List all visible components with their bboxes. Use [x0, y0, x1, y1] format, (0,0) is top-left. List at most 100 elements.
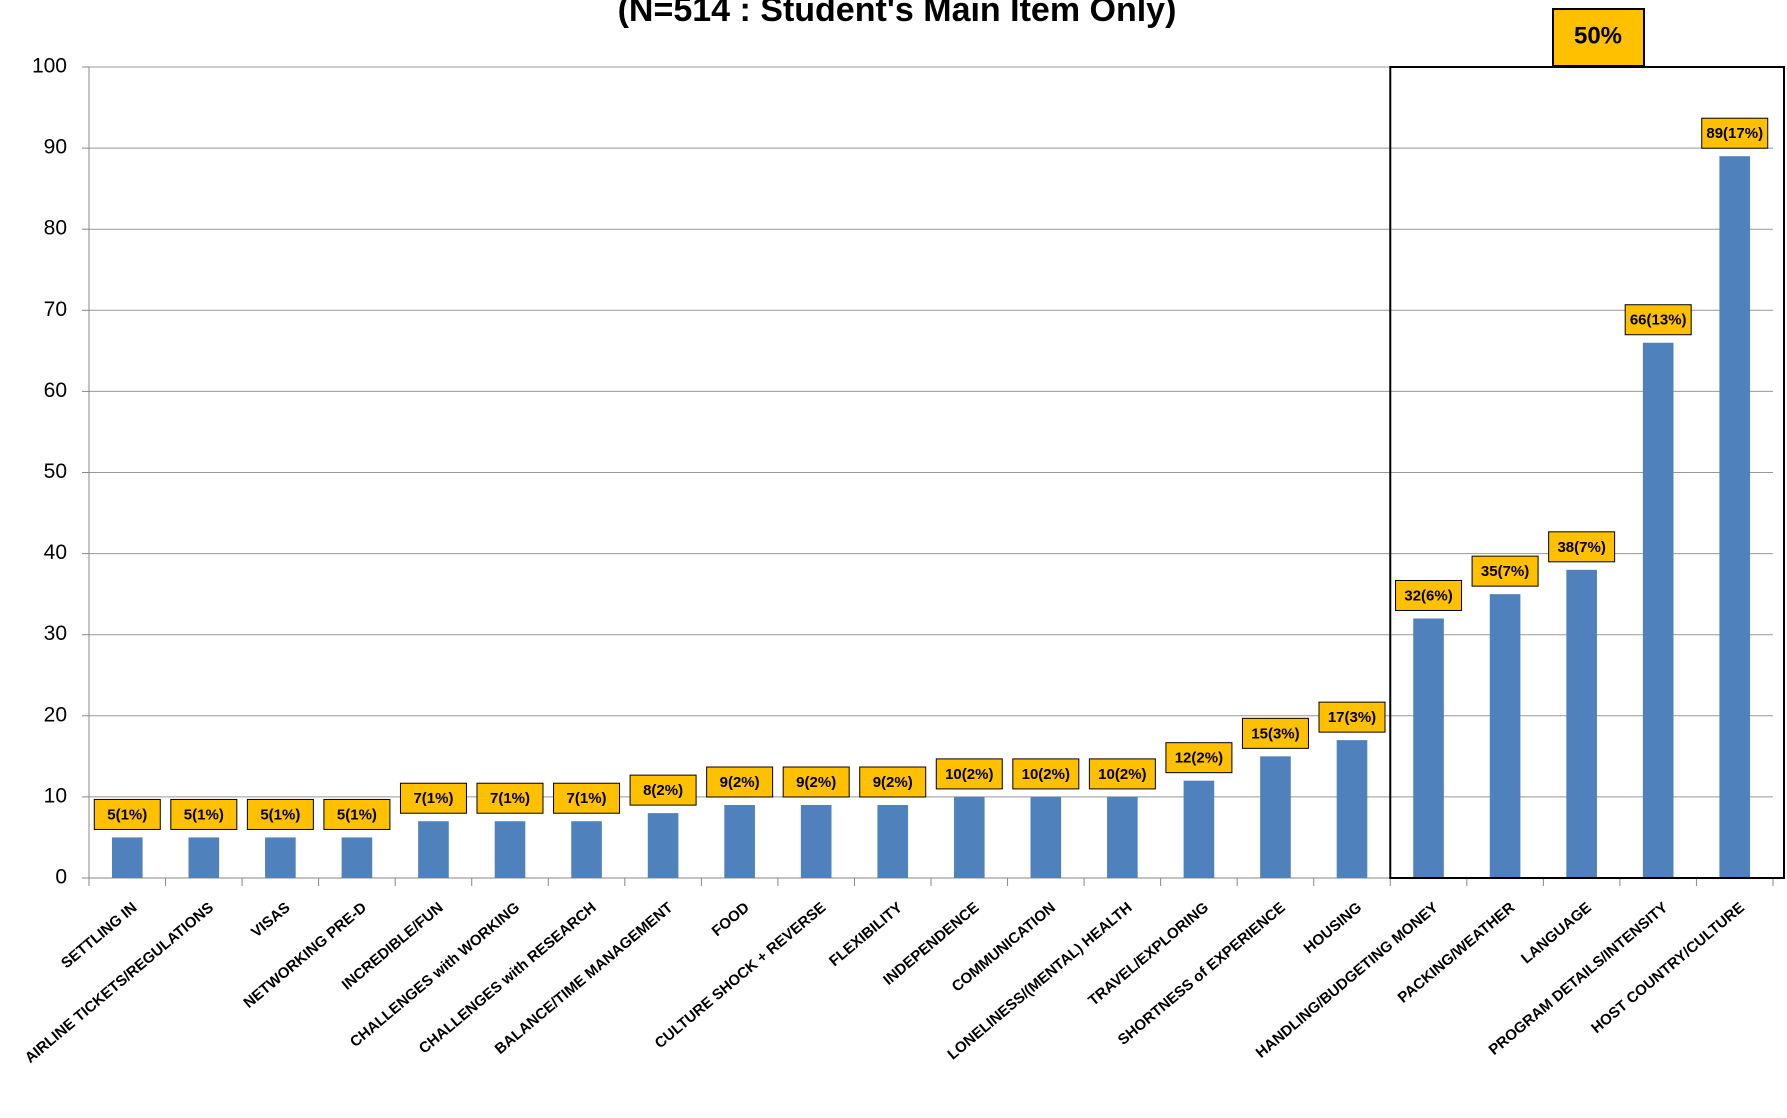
- x-tick-label: NETWORKING PRE-D: [240, 899, 370, 1012]
- value-label: 7(1%): [476, 782, 544, 814]
- value-label-box: [399, 782, 467, 814]
- value-label-text: 15(3%): [1251, 725, 1299, 742]
- value-label-text: 5(1%): [107, 806, 147, 823]
- y-tick-label: 20: [44, 703, 67, 726]
- value-label-text: 35(7%): [1481, 563, 1529, 580]
- value-label: 7(1%): [553, 782, 621, 814]
- value-label: 5(1%): [93, 798, 161, 830]
- annotation-box: [1552, 8, 1645, 67]
- value-label-box: [553, 782, 621, 814]
- value-label: 8(2%): [629, 774, 697, 806]
- bar: [1336, 740, 1368, 878]
- x-tick-label: HOST COUNTRY/CULTURE: [1588, 899, 1748, 1037]
- bar: [1642, 342, 1674, 878]
- value-label-text: 89(17%): [1706, 125, 1763, 142]
- bar: [571, 821, 602, 878]
- y-tick-label: 10: [44, 784, 67, 807]
- bar: [1030, 796, 1062, 878]
- value-label-box: [93, 798, 161, 830]
- value-label-box: [1548, 531, 1616, 563]
- value-label: 10(2%): [1012, 758, 1080, 790]
- value-label-text: 7(1%): [413, 790, 453, 807]
- value-label: 89(17%): [1701, 117, 1769, 149]
- value-label-box: [1395, 579, 1463, 611]
- value-label-box: [859, 766, 927, 798]
- x-tick-label: VISAS: [248, 899, 293, 941]
- bar: [953, 796, 985, 878]
- value-label-text: 10(2%): [1022, 766, 1070, 783]
- value-label-box: [476, 782, 544, 814]
- bar: [111, 837, 143, 878]
- value-label-text: 8(2%): [643, 782, 683, 799]
- value-label: 9(2%): [706, 766, 774, 798]
- x-tick-label: SHORTNESS of EXPERIENCE: [1115, 899, 1289, 1049]
- value-label: 35(7%): [1471, 555, 1539, 587]
- value-label-text: 7(1%): [490, 790, 530, 807]
- x-tick-label: LANGUAGE: [1518, 899, 1595, 967]
- bar: [188, 837, 220, 878]
- value-label-text: 9(2%): [873, 774, 913, 791]
- value-label-text: 9(2%): [720, 774, 760, 791]
- value-label-text: 12(2%): [1175, 750, 1223, 767]
- y-tick-label: 40: [44, 541, 67, 564]
- x-tick-label: SETTLING IN: [58, 899, 140, 972]
- value-label-box: [1624, 304, 1692, 336]
- value-label: 38(7%): [1548, 531, 1616, 563]
- value-label: 32(6%): [1395, 579, 1463, 611]
- value-label: 5(1%): [170, 798, 238, 830]
- value-label: 17(3%): [1318, 701, 1386, 733]
- value-label-box: [1701, 117, 1769, 149]
- value-label-box: [782, 766, 850, 798]
- value-label-text: 32(6%): [1404, 587, 1452, 604]
- bar: [1183, 780, 1215, 878]
- value-label-box: [935, 758, 1003, 790]
- value-label-box: [246, 798, 314, 830]
- value-label: 10(2%): [1088, 758, 1156, 790]
- bar: [341, 837, 373, 878]
- bar: [1260, 756, 1291, 878]
- value-label: 5(1%): [323, 798, 391, 830]
- bar: [494, 821, 526, 878]
- value-label: 10(2%): [935, 758, 1003, 790]
- value-label: 9(2%): [859, 766, 927, 798]
- bar: [1566, 569, 1597, 878]
- bar: [647, 813, 679, 878]
- annotation: 50%: [1574, 22, 1622, 49]
- bar: [1719, 156, 1751, 878]
- value-label-box: [1165, 742, 1233, 774]
- y-tick-label: 90: [44, 136, 67, 159]
- bar: [265, 837, 296, 878]
- chart-title: (N=514 : Student's Main Item Only): [618, 0, 1177, 29]
- value-label-text: 38(7%): [1557, 539, 1605, 556]
- value-label-box: [170, 798, 238, 830]
- value-label-box: [1471, 555, 1539, 587]
- y-tick-label: 0: [55, 866, 67, 889]
- bar: [418, 821, 449, 878]
- value-label-box: [1012, 758, 1080, 790]
- bar: [800, 805, 832, 878]
- value-label-box: [706, 766, 774, 798]
- value-label-box: [1318, 701, 1386, 733]
- y-tick-label: 30: [44, 622, 67, 645]
- value-label-text: 10(2%): [1098, 766, 1146, 783]
- value-label-box: [1088, 758, 1156, 790]
- x-tick-label: FLEXIBILITY: [826, 899, 906, 970]
- bar: [1489, 594, 1521, 878]
- y-tick-label: 50: [44, 460, 67, 483]
- y-tick-label: 70: [44, 298, 67, 321]
- value-label-text: 7(1%): [567, 790, 607, 807]
- x-tick-label: FOOD: [709, 899, 753, 940]
- value-label: 9(2%): [782, 766, 850, 798]
- value-label: 66(13%): [1624, 304, 1692, 336]
- y-tick-label: 100: [32, 55, 67, 78]
- y-tick-label: 80: [44, 217, 67, 240]
- value-label-text: 5(1%): [260, 806, 300, 823]
- x-tick-label: HOUSING: [1301, 899, 1366, 957]
- value-label-box: [1241, 717, 1309, 749]
- value-label-box: [629, 774, 697, 806]
- y-tick-label: 60: [44, 379, 67, 402]
- value-label: 12(2%): [1165, 742, 1233, 774]
- bar: [724, 805, 755, 878]
- bar: [877, 805, 909, 878]
